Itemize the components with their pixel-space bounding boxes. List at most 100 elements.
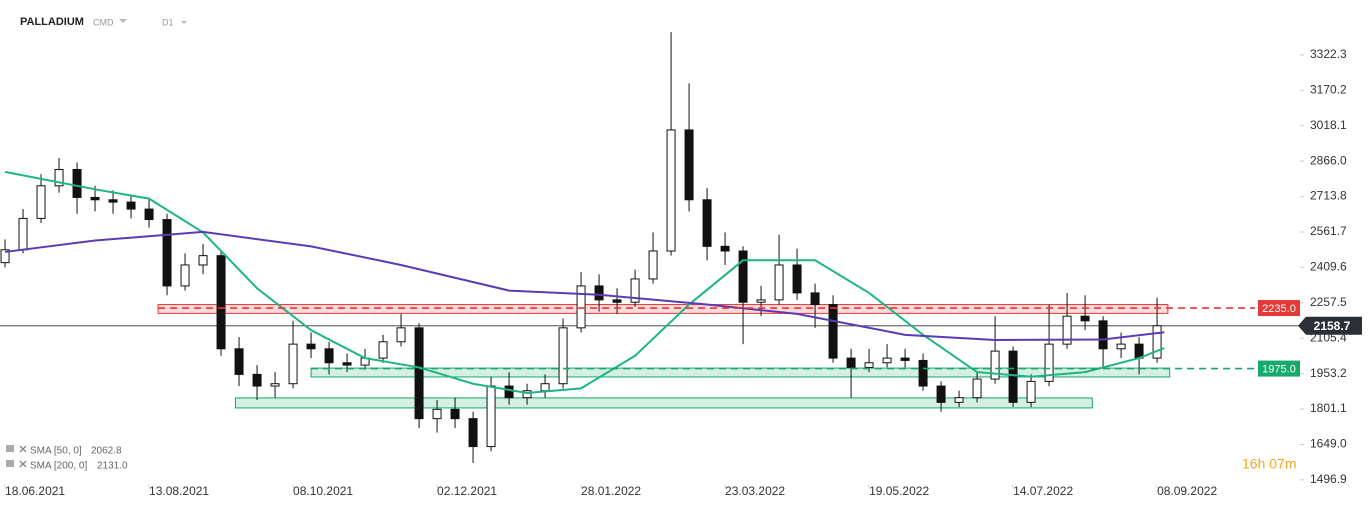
price-zone: [310, 367, 1171, 378]
legend-close[interactable]: [19, 460, 27, 468]
y-tick-label: 2561.7: [1310, 224, 1347, 238]
candle-body: [684, 129, 694, 201]
dropdown-caret[interactable]: [181, 21, 187, 24]
candle-body: [1044, 343, 1054, 382]
candle-body: [630, 278, 640, 303]
x-tick-label: 19.05.2022: [869, 484, 929, 498]
candle-body: [414, 327, 424, 420]
candle-body: [18, 217, 28, 251]
legend-name: SMA [200, 0]: [30, 461, 87, 472]
last-price-label: 2158.7: [1314, 319, 1351, 333]
candle-body: [180, 264, 190, 287]
price-zone: [157, 304, 1169, 314]
candle-body: [468, 418, 478, 448]
candle-body: [306, 343, 316, 350]
x-tick-label: 13.08.2021: [149, 484, 209, 498]
price-zone: [234, 397, 1093, 409]
candle-body: [522, 390, 532, 399]
candle-body: [540, 383, 550, 392]
candle-body: [594, 285, 604, 301]
candle-body: [72, 169, 82, 198]
candle-body: [126, 201, 136, 210]
candle-body: [558, 327, 568, 385]
y-tick-label: 1801.1: [1310, 401, 1347, 415]
candle-body: [0, 249, 10, 264]
symbol[interactable]: PALLADIUM: [20, 16, 84, 28]
candle-body: [36, 185, 46, 219]
y-tick-label: 2409.6: [1310, 260, 1347, 274]
candle-body: [396, 327, 406, 343]
candle-body: [90, 196, 100, 201]
y-tick-label: 3170.2: [1310, 82, 1347, 96]
candle-body: [108, 199, 118, 203]
x-tick-label: 23.03.2022: [725, 484, 785, 498]
candle-body: [252, 373, 262, 387]
candle-body: [450, 408, 460, 420]
legend-icon: [6, 460, 14, 467]
candle-body: [756, 299, 766, 303]
x-tick-label: 18.06.2021: [5, 484, 65, 498]
candle-body: [378, 341, 388, 359]
x-tick-label: 08.09.2022: [1157, 484, 1217, 498]
candle-body: [612, 299, 622, 303]
candle-body: [828, 304, 838, 359]
last-price-box: [1298, 316, 1362, 335]
interval[interactable]: D1: [162, 17, 174, 27]
candle-body: [846, 357, 856, 368]
y-tick-label: 1496.9: [1310, 472, 1347, 486]
candle-body: [666, 129, 676, 252]
candle-body: [990, 350, 1000, 380]
y-tick-label: 3018.1: [1310, 118, 1347, 132]
x-tick-label: 28.01.2022: [581, 484, 641, 498]
group[interactable]: CMD: [93, 17, 114, 27]
candle-body: [54, 169, 64, 187]
candle-body: [288, 343, 298, 385]
sma-line: [4, 170, 1165, 395]
candle-body: [432, 408, 442, 420]
x-tick-label: 08.10.2021: [293, 484, 353, 498]
candle-body: [882, 357, 892, 364]
candle-body: [918, 359, 928, 387]
candle-body: [270, 383, 280, 387]
x-tick-label: 14.07.2022: [1013, 484, 1073, 498]
level-label-box: [1258, 300, 1300, 317]
candle-body: [900, 357, 910, 361]
legend-value: 2062.8: [91, 446, 122, 457]
dropdown-caret[interactable]: [119, 19, 127, 23]
y-tick-label: 2866.0: [1310, 153, 1347, 167]
candle-body: [576, 285, 586, 329]
candle-body: [162, 219, 172, 287]
candle-body: [198, 255, 208, 266]
legend-value: 2131.0: [97, 461, 128, 472]
candle-body: [774, 264, 784, 301]
candle-body: [234, 348, 244, 375]
candle-body: [1062, 315, 1072, 345]
candle-body: [738, 250, 748, 303]
candle-body: [144, 208, 154, 221]
y-tick-label: 3322.3: [1310, 47, 1347, 61]
candle-body: [954, 397, 964, 403]
level-label: 1975.0: [1262, 363, 1296, 375]
y-tick-label: 2257.5: [1310, 295, 1347, 309]
y-tick-label: 1649.0: [1310, 437, 1347, 451]
sma-line: [4, 230, 1165, 341]
candle-body: [936, 385, 946, 403]
candle-body: [342, 362, 352, 366]
level-label: 2235.0: [1262, 303, 1296, 315]
candle-body: [810, 292, 820, 306]
candle-body: [324, 348, 334, 364]
legend-close[interactable]: [19, 445, 27, 453]
level-label-box: [1258, 360, 1300, 377]
candle-body: [1098, 320, 1108, 350]
y-tick-label: 2713.8: [1310, 189, 1347, 203]
x-tick-label: 02.12.2021: [437, 484, 497, 498]
y-tick-label: 1953.2: [1310, 366, 1347, 380]
candle-body: [972, 378, 982, 399]
candle-body: [486, 385, 496, 448]
candle-body: [702, 199, 712, 247]
candle-body: [1008, 350, 1018, 403]
candle-body: [216, 255, 226, 350]
candle-body: [1080, 315, 1090, 322]
candle-body: [864, 362, 874, 368]
